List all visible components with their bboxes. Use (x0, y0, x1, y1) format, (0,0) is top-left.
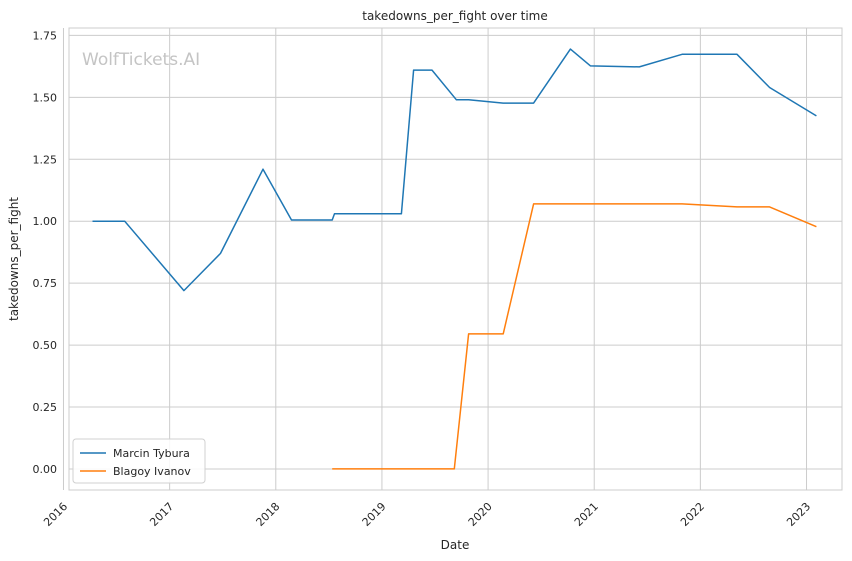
series-line-marcin-tybura (92, 48, 817, 292)
watermark: WolfTickets.AI (82, 50, 200, 70)
x-tick-label: 2022 (678, 500, 707, 529)
y-tick-label: 0.25 (33, 401, 58, 414)
x-tick-label: 2021 (572, 500, 601, 529)
x-tick-label: 2017 (147, 500, 176, 529)
y-axis-label: takedowns_per_fight (7, 197, 21, 321)
legend-box (72, 438, 206, 484)
y-axis-ticks: 0.00 0.25 0.50 0.75 1.00 1.25 1.50 1.75 (33, 29, 58, 476)
x-axis-ticks: 2016 2017 2018 2019 2020 2021 2022 2023 (41, 500, 813, 529)
series-lines (92, 48, 817, 470)
legend-label-marcin-tybura: Marcin Tybura (113, 447, 190, 460)
plot-area (68, 27, 843, 491)
x-tick-label: 2023 (784, 500, 813, 529)
y-tick-label: 1.00 (33, 215, 58, 228)
legend-label-blagoy-ivanov: Blagoy Ivanov (113, 465, 191, 478)
x-tick-label: 2020 (466, 500, 495, 529)
y-tick-label: 0.75 (33, 277, 58, 290)
y-tick-label: 0.50 (33, 339, 58, 352)
x-tick-label: 2019 (360, 500, 389, 529)
series-line-blagoy-ivanov (332, 203, 817, 470)
legend: Marcin Tybura Blagoy Ivanov (72, 438, 206, 484)
y-tick-label: 1.50 (33, 91, 58, 104)
x-tick-label: 2016 (41, 500, 70, 529)
y-tick-label: 1.75 (33, 29, 58, 42)
y-tick-label: 0.00 (33, 463, 58, 476)
x-axis-label: Date (441, 538, 470, 552)
chart-title: takedowns_per_fight over time (362, 9, 548, 23)
y-tick-label: 1.25 (33, 153, 58, 166)
x-tick-label: 2018 (253, 500, 282, 529)
